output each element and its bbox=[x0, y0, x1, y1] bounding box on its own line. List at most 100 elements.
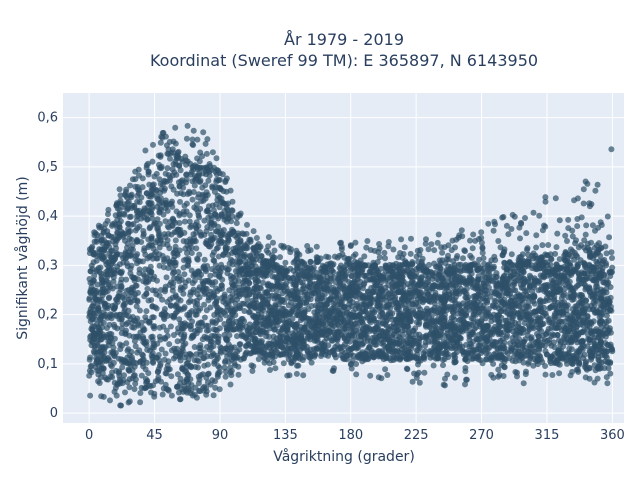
scatter-point bbox=[556, 256, 563, 263]
scatter-point bbox=[122, 359, 129, 366]
scatter-point bbox=[197, 345, 204, 352]
scatter-point bbox=[450, 332, 456, 339]
scatter-point bbox=[404, 310, 411, 317]
scatter-point bbox=[341, 286, 348, 293]
scatter-point bbox=[420, 350, 427, 357]
scatter-point bbox=[220, 227, 227, 233]
scatter-point bbox=[484, 299, 491, 306]
scatter-point bbox=[235, 322, 242, 329]
scatter-point bbox=[180, 342, 187, 349]
scatter-point bbox=[124, 347, 131, 354]
scatter-point bbox=[550, 339, 557, 346]
scatter-point bbox=[372, 341, 379, 348]
scatter-point bbox=[525, 276, 532, 283]
scatter-point bbox=[221, 364, 228, 371]
scatter-point bbox=[313, 269, 320, 276]
scatter-point bbox=[177, 198, 183, 205]
scatter-point bbox=[405, 346, 412, 353]
scatter-point bbox=[98, 313, 105, 320]
scatter-point bbox=[183, 171, 190, 178]
scatter-point bbox=[225, 266, 232, 273]
scatter-point bbox=[193, 206, 200, 213]
scatter-point bbox=[512, 358, 519, 365]
scatter-point bbox=[394, 287, 401, 294]
scatter-point bbox=[547, 355, 554, 362]
scatter-point bbox=[136, 199, 143, 206]
scatter-point bbox=[463, 304, 470, 311]
scatter-point bbox=[435, 341, 442, 348]
scatter-point bbox=[182, 245, 189, 252]
scatter-point bbox=[443, 343, 450, 350]
scatter-point bbox=[543, 284, 550, 291]
scatter-point bbox=[361, 280, 368, 287]
scatter-point bbox=[539, 283, 546, 290]
chart-title-line1: År 1979 - 2019 bbox=[284, 30, 404, 49]
scatter-point bbox=[153, 187, 160, 194]
scatter-point bbox=[149, 255, 156, 262]
scatter-point bbox=[435, 271, 442, 278]
scatter-point bbox=[140, 334, 147, 340]
scatter-point bbox=[108, 331, 115, 338]
scatter-point bbox=[557, 341, 564, 348]
scatter-point bbox=[157, 195, 164, 202]
scatter-point bbox=[403, 305, 409, 312]
scatter-point bbox=[181, 218, 188, 225]
scatter-point bbox=[307, 274, 314, 281]
scatter-point bbox=[501, 264, 508, 271]
scatter-point bbox=[306, 354, 313, 361]
scatter-point bbox=[161, 316, 168, 323]
scatter-point bbox=[110, 344, 117, 351]
scatter-point bbox=[123, 276, 130, 283]
scatter-point bbox=[471, 301, 478, 307]
scatter-point bbox=[162, 205, 169, 211]
scatter-point bbox=[586, 262, 593, 269]
scatter-point bbox=[132, 380, 139, 387]
scatter-point bbox=[597, 294, 604, 301]
scatter-point bbox=[167, 302, 174, 309]
scatter-point bbox=[158, 346, 165, 353]
scatter-point bbox=[286, 310, 293, 317]
scatter-point bbox=[533, 339, 540, 346]
scatter-point bbox=[482, 327, 489, 333]
scatter-point bbox=[125, 313, 132, 320]
scatter-point bbox=[345, 347, 352, 353]
scatter-point bbox=[450, 309, 457, 316]
scatter-point bbox=[213, 303, 220, 310]
scatter-point bbox=[415, 321, 422, 328]
scatter-point bbox=[339, 325, 346, 332]
scatter-point bbox=[111, 335, 118, 342]
scatter-point bbox=[95, 371, 102, 378]
scatter-point bbox=[295, 302, 302, 309]
scatter-point bbox=[284, 328, 291, 335]
scatter-point bbox=[150, 323, 157, 330]
scatter-point bbox=[225, 341, 232, 348]
scatter-point bbox=[196, 284, 203, 291]
scatter-point bbox=[126, 384, 133, 391]
scatter-point bbox=[127, 213, 134, 220]
scatter-point bbox=[181, 271, 188, 278]
scatter-point bbox=[423, 318, 430, 325]
scatter-point bbox=[185, 262, 192, 269]
scatter-point bbox=[509, 282, 516, 289]
scatter-point bbox=[299, 279, 306, 286]
scatter-point bbox=[201, 301, 208, 308]
scatter-point bbox=[124, 206, 131, 213]
scatter-point bbox=[172, 243, 179, 250]
scatter-point bbox=[522, 288, 529, 295]
scatter-point bbox=[201, 314, 208, 321]
scatter-point bbox=[224, 336, 231, 343]
scatter-point bbox=[211, 257, 218, 264]
scatter-point bbox=[297, 274, 304, 281]
scatter-point bbox=[191, 277, 198, 284]
scatter-point bbox=[541, 274, 548, 281]
scatter-point bbox=[435, 354, 442, 361]
scatter-point bbox=[290, 340, 297, 347]
scatter-point bbox=[172, 262, 179, 269]
scatter-point bbox=[416, 345, 423, 351]
scatter-point bbox=[359, 341, 366, 348]
scatter-point bbox=[364, 335, 371, 341]
scatter-point bbox=[364, 352, 371, 358]
scatter-point bbox=[208, 219, 215, 226]
scatter-point bbox=[287, 349, 294, 355]
scatter-point bbox=[593, 283, 599, 290]
